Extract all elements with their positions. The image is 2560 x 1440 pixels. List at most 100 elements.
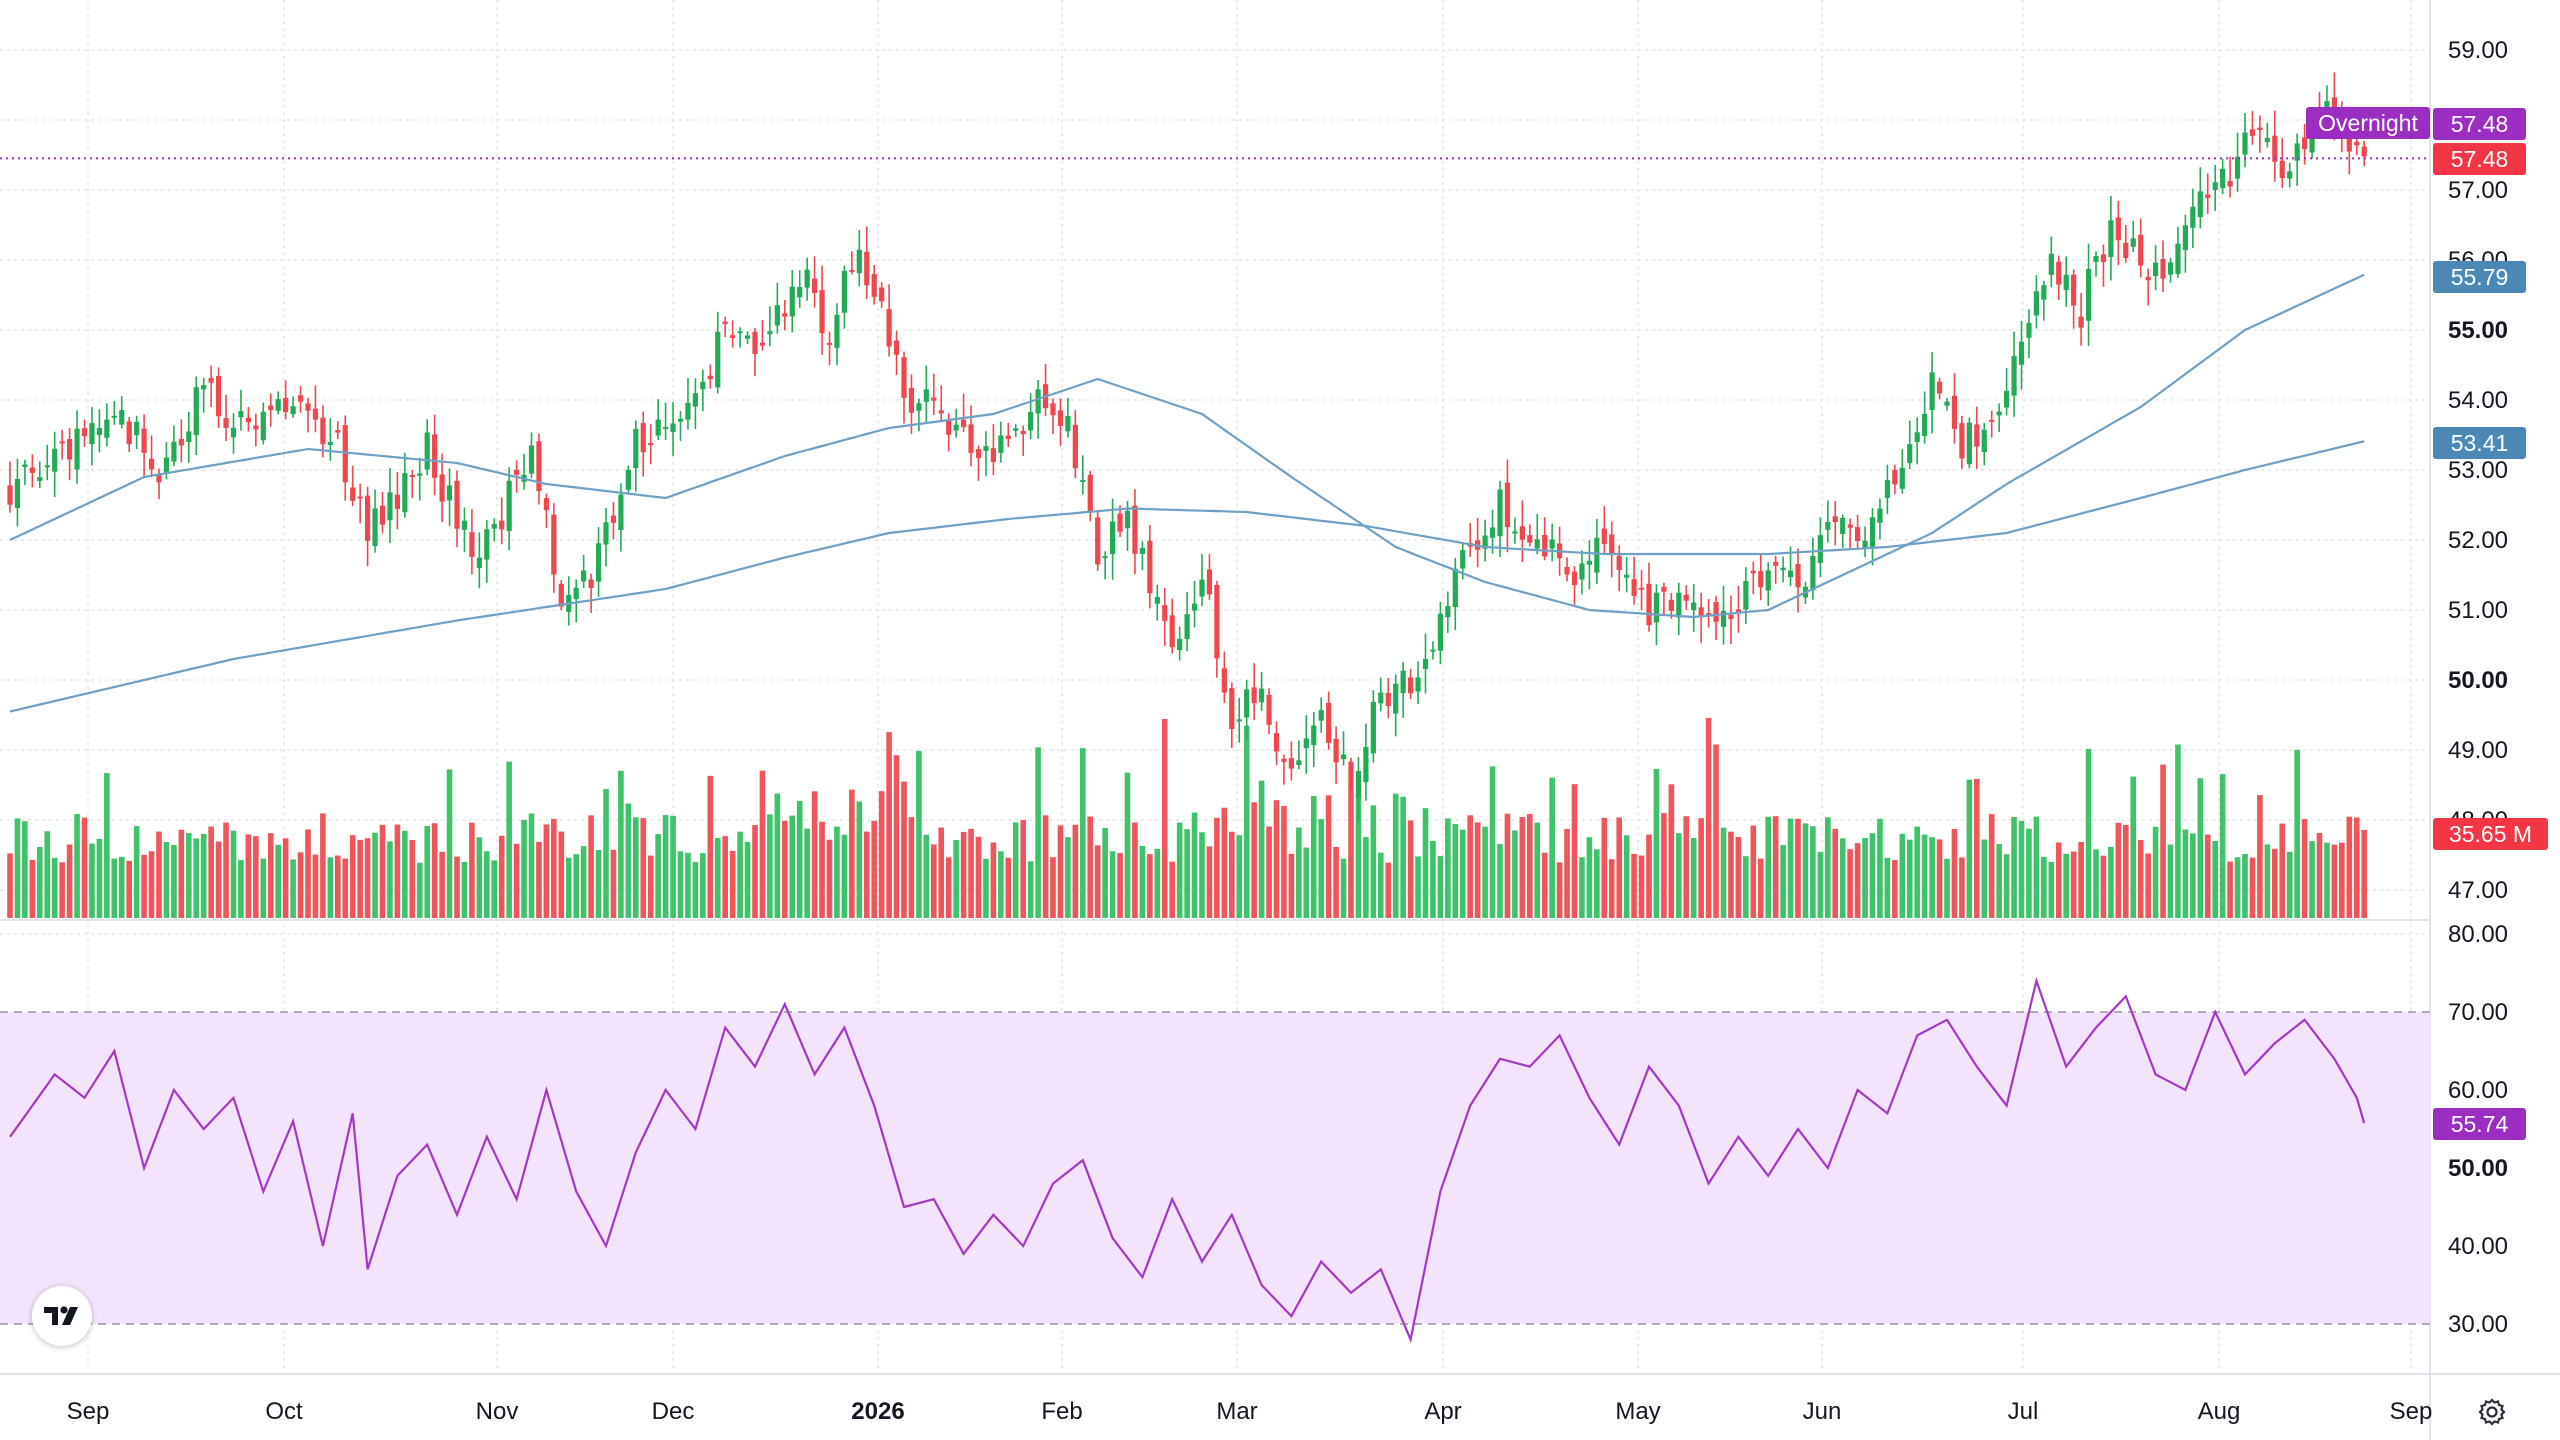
volume-bar <box>1273 800 1280 918</box>
volume-bar <box>1288 853 1295 918</box>
volume-bar <box>193 838 200 918</box>
time-tick-label: 2026 <box>851 1398 904 1425</box>
candle-body <box>1363 747 1369 783</box>
rsi-value-label: 55.74 <box>2433 1108 2526 1140</box>
volume-bar <box>1832 828 1839 918</box>
price-tick-label: 54.00 <box>2448 387 2508 414</box>
candle-body <box>126 421 132 445</box>
volume-bar <box>1489 766 1496 918</box>
candle-body <box>171 441 177 462</box>
candle-body <box>2205 194 2211 198</box>
value-labels: Overnight 57.48 57.48 55.79 53.41 35.65 M 55.7… <box>2306 107 2548 1140</box>
volume-bar <box>1191 812 1198 918</box>
volume-bar <box>1139 845 1146 918</box>
volume-bar <box>1653 768 1660 918</box>
time-axis[interactable]: Sep Oct Nov Dec 2026 Feb Mar Apr May Jun Jul Aug Sep <box>67 1398 2433 1425</box>
candle-body <box>908 387 915 413</box>
candle-body <box>1221 668 1227 693</box>
volume-bar <box>789 815 796 918</box>
candle-body <box>1191 603 1198 611</box>
candle-body <box>752 331 758 355</box>
candle-body <box>1817 535 1823 563</box>
candle-body <box>2004 390 2010 408</box>
volume-bar <box>1825 817 1831 918</box>
tradingview-logo-icon[interactable] <box>32 1286 92 1346</box>
volume-bar <box>841 834 848 918</box>
candle-body <box>983 446 989 451</box>
volume-bar <box>640 818 647 918</box>
rsi-tick-label: 60.00 <box>2448 1077 2508 1104</box>
volume-bar <box>1214 817 1220 918</box>
volume-bar <box>1705 718 1712 918</box>
candle-body <box>350 487 356 501</box>
volume-bar <box>670 815 676 918</box>
volume-bar <box>685 852 691 918</box>
candle-body <box>640 423 646 453</box>
candle-body <box>1154 597 1160 604</box>
volume-bar <box>59 862 65 918</box>
candle-body <box>208 377 214 383</box>
candle-body <box>409 475 415 478</box>
candle-body <box>1758 571 1764 588</box>
candle-body <box>312 408 319 420</box>
candle-body <box>2182 225 2188 251</box>
volume-bar <box>931 844 937 918</box>
volume-bar <box>148 851 155 918</box>
volume-bar <box>290 859 296 918</box>
candle-body <box>1318 710 1324 721</box>
volume-bar <box>327 857 334 918</box>
volume-bar <box>2286 851 2293 918</box>
settings-gear-icon[interactable] <box>2470 1390 2514 1434</box>
volume-bar <box>536 841 542 918</box>
volume-bar <box>1027 861 1034 918</box>
candles[interactable] <box>7 72 2367 823</box>
volume-bar <box>1355 794 1362 918</box>
volume-bar <box>1348 787 1354 918</box>
candle-body <box>2242 132 2248 155</box>
candle-body <box>193 387 199 436</box>
volume-bar <box>1310 795 1317 918</box>
volume-bar <box>2234 857 2241 918</box>
volume-bar <box>662 815 669 918</box>
rsi-axis[interactable]: 80.00 70.00 60.00 50.00 40.00 30.00 <box>2448 921 2508 1338</box>
candle-body <box>1966 422 1972 465</box>
candle-body <box>514 469 520 475</box>
candle-body <box>1594 537 1600 573</box>
candle-body <box>581 570 587 582</box>
candle-body <box>506 480 512 532</box>
volume-bar <box>737 831 743 918</box>
candle-body <box>1765 570 1771 591</box>
volume-bar <box>945 857 952 918</box>
candle-body <box>446 485 453 501</box>
candle-body <box>216 375 222 417</box>
candle-body <box>722 321 728 325</box>
volume-bar <box>558 831 565 918</box>
volume-bar <box>1102 828 1108 918</box>
volume-bar <box>1296 827 1302 918</box>
volume-bar <box>238 860 244 918</box>
volume-bar <box>1407 820 1414 918</box>
volume-bar <box>2324 842 2330 918</box>
volume-bar <box>431 823 438 918</box>
candle-body <box>387 492 393 521</box>
volume-bar <box>1713 744 1719 918</box>
candle-body <box>1482 535 1488 549</box>
candle-body <box>1698 607 1704 618</box>
candle-body <box>1385 692 1391 706</box>
volume-bar <box>461 862 468 918</box>
volume-bar <box>1802 823 1809 918</box>
volume-bar <box>2219 774 2226 918</box>
volume-bar <box>551 818 557 918</box>
volume-bar <box>394 824 401 918</box>
candle-body <box>1229 688 1235 729</box>
volume-bar <box>498 835 505 918</box>
candle-body <box>2063 274 2069 291</box>
volume-bar <box>409 839 416 918</box>
volume-bar <box>722 836 728 918</box>
volume-bar <box>2130 776 2137 918</box>
candle-body <box>1132 505 1138 554</box>
volume-bar <box>1504 813 1511 918</box>
candle-body <box>2041 285 2047 300</box>
candle-body <box>841 270 847 313</box>
